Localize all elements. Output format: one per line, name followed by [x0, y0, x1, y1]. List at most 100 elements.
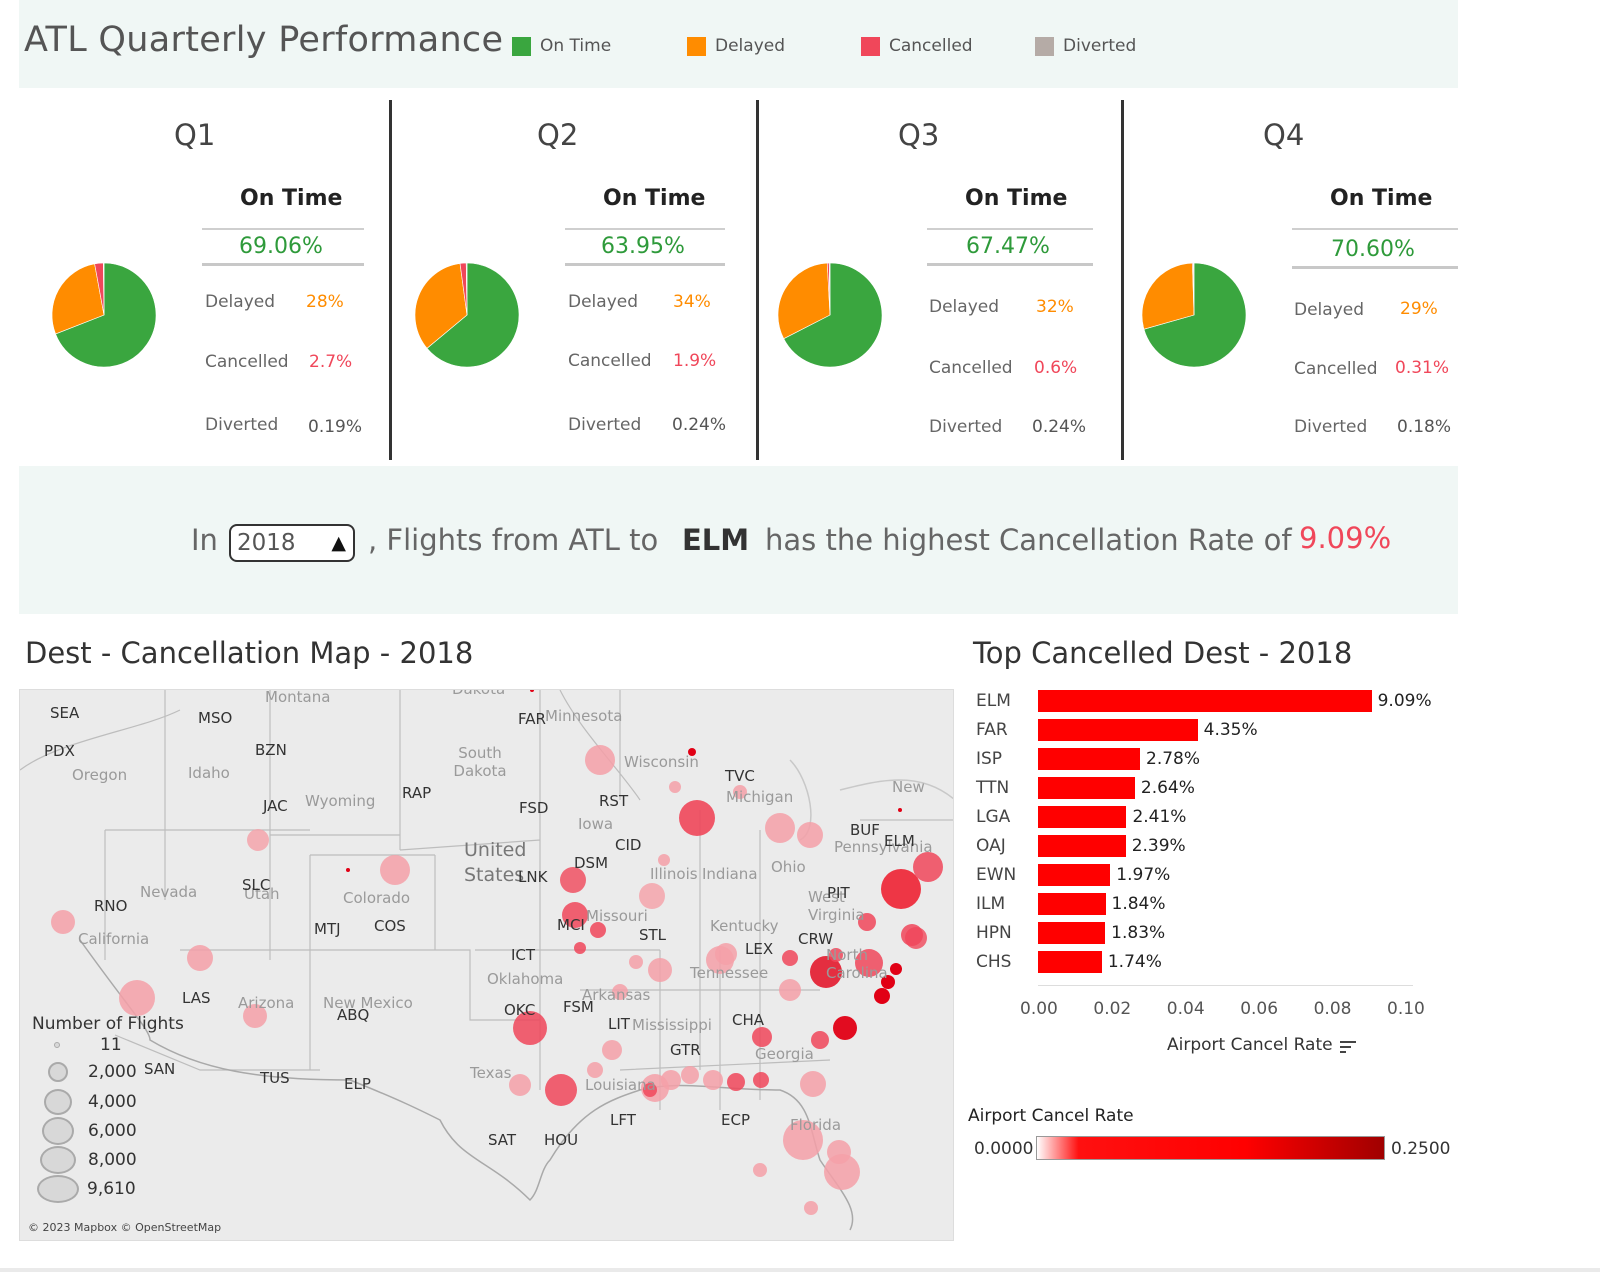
divider-line [1292, 266, 1458, 269]
pie-slice-delayed[interactable] [414, 263, 468, 349]
color-legend-gradient[interactable] [1036, 1136, 1385, 1160]
quarter-pie-chart[interactable] [414, 262, 520, 368]
map-bubbles[interactable] [20, 690, 954, 1241]
legend-swatch-cancelled [861, 36, 880, 56]
city-label: DSM [574, 854, 609, 872]
city-label: ELP [344, 1075, 371, 1093]
city-label: BUF [850, 821, 880, 839]
pie-slice-diverted[interactable] [465, 262, 468, 316]
bar-isp[interactable] [1038, 748, 1141, 770]
bar-category-label: EWN [976, 865, 1017, 885]
on-time-label: On Time [603, 186, 706, 211]
city-label: JAC [263, 797, 288, 815]
x-tick-label: 0.00 [1020, 999, 1058, 1019]
divider-line [565, 263, 725, 266]
bar-value-label: 1.74% [1107, 952, 1162, 972]
cancelled-value: 0.31% [1395, 358, 1450, 378]
x-tick-label: 0.10 [1387, 999, 1425, 1019]
bar-chs[interactable] [1038, 951, 1102, 973]
quarter-pie-chart[interactable] [51, 262, 157, 368]
cancelled-label: Cancelled [205, 352, 289, 372]
quarter-title: Q2 [537, 118, 579, 152]
region-label: Tennessee [690, 964, 769, 982]
pie-slice-delayed[interactable] [1141, 262, 1195, 330]
pie-slice-on-time[interactable] [1143, 262, 1247, 368]
bar-elm[interactable] [1038, 690, 1372, 712]
dropdown-arrow-icon[interactable]: ▲ [331, 532, 346, 554]
delayed-label: Delayed [568, 292, 639, 312]
quarter-pie-chart[interactable] [1141, 262, 1247, 368]
bar-value-label: 1.83% [1111, 923, 1166, 943]
city-label: TVC [725, 767, 755, 785]
bar-hpn[interactable] [1038, 922, 1106, 944]
region-label: North Carolina [826, 946, 888, 982]
legend-item-cancelled[interactable]: Cancelled [861, 36, 973, 56]
city-label: HOU [544, 1131, 579, 1149]
city-label: SAT [488, 1131, 517, 1149]
pie-slice-diverted[interactable] [103, 262, 105, 316]
pie-slice-diverted[interactable] [1193, 262, 1195, 316]
city-label: FSM [563, 998, 594, 1016]
size-legend-circle [42, 1117, 74, 1145]
year-value: 2018 [237, 530, 296, 556]
year-dropdown[interactable]: 2018 ▲ [229, 524, 355, 562]
region-label: Wisconsin [624, 753, 699, 771]
bar-far[interactable] [1038, 719, 1198, 741]
insight-rate: 9.09% [1299, 521, 1392, 555]
sort-icon[interactable] [1340, 1040, 1356, 1054]
bar-value-label: 1.84% [1111, 894, 1166, 914]
pie-slice-diverted[interactable] [828, 262, 831, 316]
region-label: Missouri [586, 907, 648, 925]
color-legend-max: 0.2500 [1391, 1139, 1451, 1159]
divider-line [1292, 228, 1458, 230]
cancellation-map[interactable]: Montana Dakota Minnesota Oregon Idaho Wy… [19, 689, 954, 1241]
city-label: CHA [732, 1011, 765, 1029]
city-label: SLC [242, 876, 271, 894]
bar-value-label: 1.97% [1116, 865, 1171, 885]
legend-item-delayed[interactable]: Delayed [687, 36, 785, 56]
divider-line [202, 228, 364, 230]
bar-ttn[interactable] [1038, 777, 1135, 799]
bar-value-label: 2.41% [1132, 807, 1187, 827]
bar-category-label: OAJ [976, 836, 1006, 856]
delayed-value: 29% [1400, 299, 1438, 319]
diverted-value: 0.24% [1032, 417, 1087, 437]
city-label: CRW [798, 930, 834, 948]
pie-slice-on-time[interactable] [426, 262, 520, 368]
size-legend-value: 4,000 [88, 1092, 137, 1112]
map-attribution[interactable]: © 2023 Mapbox © OpenStreetMap [28, 1221, 222, 1234]
quarter-title: Q3 [898, 118, 940, 152]
bar-ilm[interactable] [1038, 893, 1106, 915]
delayed-value: 34% [673, 292, 711, 312]
bar-oaj[interactable] [1038, 835, 1126, 857]
divider-line [927, 263, 1093, 266]
city-label: PIT [827, 884, 850, 902]
bar-lga[interactable] [1038, 806, 1127, 828]
region-label: California [78, 930, 150, 948]
city-label: LNK [518, 868, 548, 886]
size-legend-value: 9,610 [87, 1179, 136, 1199]
quarter-pie-chart[interactable] [777, 262, 883, 368]
legend-label: Cancelled [889, 36, 973, 56]
quarter-divider [389, 100, 392, 460]
pie-slice-delayed[interactable] [777, 262, 831, 340]
bar-value-label: 2.39% [1131, 836, 1186, 856]
size-legend-value: 2,000 [88, 1062, 137, 1082]
pie-slice-delayed[interactable] [51, 263, 105, 335]
size-legend-circle [48, 1062, 68, 1082]
legend-item-diverted[interactable]: Diverted [1035, 36, 1136, 56]
cancelled-value: 2.7% [309, 352, 353, 372]
insight-banner: In 2018 ▲ , Flights from ATL to ELM has … [19, 466, 1458, 614]
on-time-value: 70.60% [1331, 237, 1415, 262]
pie-slice-on-time[interactable] [55, 262, 157, 368]
on-time-label: On Time [240, 186, 343, 211]
legend-item-on-time[interactable]: On Time [512, 36, 611, 56]
size-legend-circle [44, 1089, 72, 1115]
pie-slice-on-time[interactable] [783, 262, 883, 368]
bar-ewn[interactable] [1038, 864, 1111, 886]
insight-middle-text: , Flights from ATL to [368, 523, 659, 557]
city-label: TUS [260, 1069, 290, 1087]
bar-chart-title: Top Cancelled Dest - 2018 [973, 636, 1353, 670]
city-label: LIT [608, 1015, 630, 1033]
size-legend-circle [37, 1175, 79, 1203]
